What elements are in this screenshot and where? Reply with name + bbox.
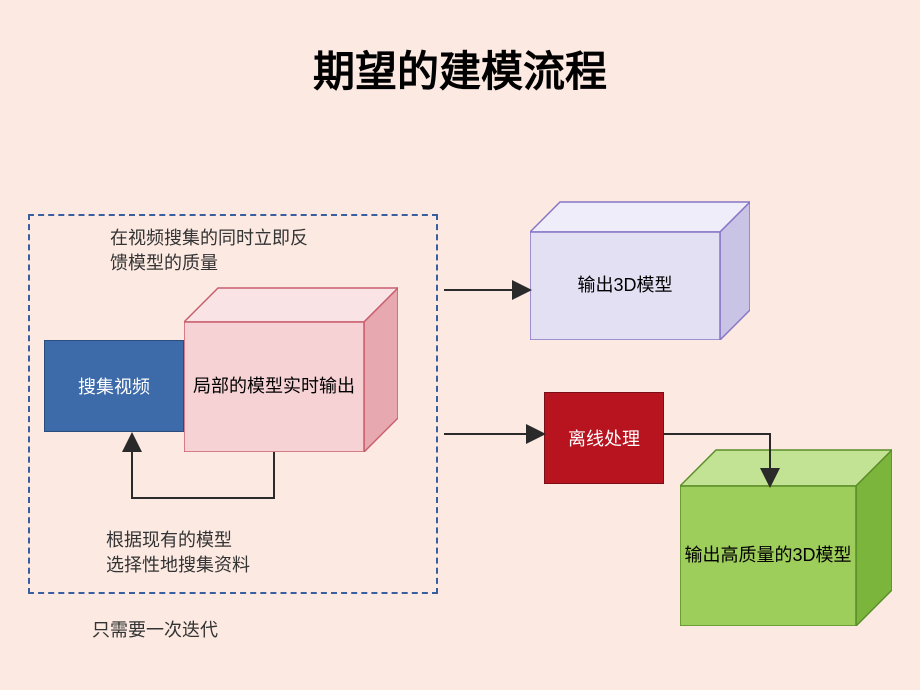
node-output-3d-label: 输出3D模型 bbox=[530, 232, 720, 340]
node-collect-video: 搜集视频 bbox=[44, 340, 184, 432]
node-output-3d: 输出3D模型 bbox=[530, 200, 750, 340]
node-hq-3d: 输出高质量的3D模型 bbox=[680, 448, 892, 626]
node-offline: 离线处理 bbox=[544, 392, 664, 484]
node-local-model-label: 局部的模型实时输出 bbox=[184, 322, 364, 452]
page-title: 期望的建模流程 bbox=[0, 38, 920, 99]
node-hq-3d-label: 输出高质量的3D模型 bbox=[680, 486, 856, 626]
note-bottom: 根据现有的模型选择性地搜集资料 bbox=[106, 528, 250, 578]
note-top: 在视频搜集的同时立即反馈模型的质量 bbox=[110, 226, 308, 276]
note-footer: 只需要一次迭代 bbox=[92, 618, 218, 643]
node-local-model: 局部的模型实时输出 bbox=[184, 282, 398, 452]
